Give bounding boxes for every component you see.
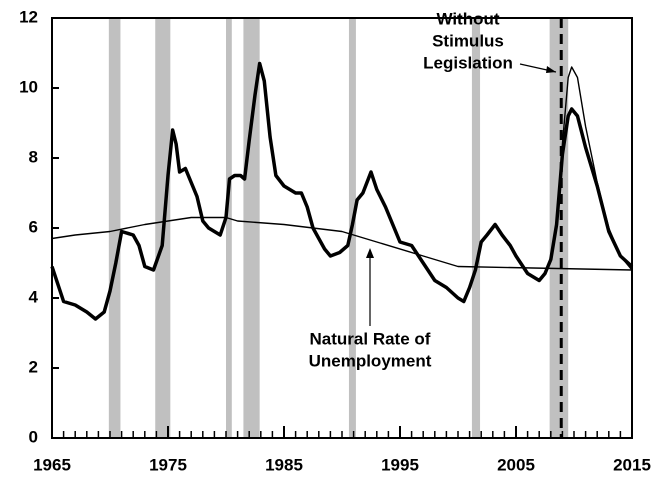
plot-frame <box>51 17 633 439</box>
annotation: Without <box>436 9 499 28</box>
y-tick-label: 8 <box>29 147 38 166</box>
x-tick-label: 2005 <box>497 455 535 474</box>
recession-band <box>471 18 481 438</box>
y-tick-label: 6 <box>29 217 38 236</box>
y-tick-label: 0 <box>29 427 38 446</box>
y-tick-label: 10 <box>19 77 38 96</box>
annotation: Legislation <box>423 53 513 72</box>
series-line <box>50 61 634 321</box>
x-tick-label: 1985 <box>265 455 303 474</box>
series-line <box>51 216 633 271</box>
annotation: Stimulus <box>432 31 504 50</box>
recession-band <box>243 18 260 438</box>
arrow-head <box>546 66 556 73</box>
y-tick-label: 4 <box>29 287 39 306</box>
annotation: Unemployment <box>309 351 432 370</box>
recession-band <box>549 18 569 438</box>
x-tick-label: 1995 <box>381 455 419 474</box>
x-tick-label: 2015 <box>613 455 651 474</box>
x-tick-label: 1975 <box>149 455 187 474</box>
y-tick-label: 2 <box>29 357 38 376</box>
y-tick-label: 12 <box>19 7 38 26</box>
arrow-head <box>366 248 374 258</box>
recession-band <box>226 18 232 438</box>
annotation: Natural Rate of <box>310 329 431 348</box>
x-tick-label: 1965 <box>33 455 71 474</box>
recession-band <box>108 18 121 438</box>
series-line <box>555 66 633 271</box>
